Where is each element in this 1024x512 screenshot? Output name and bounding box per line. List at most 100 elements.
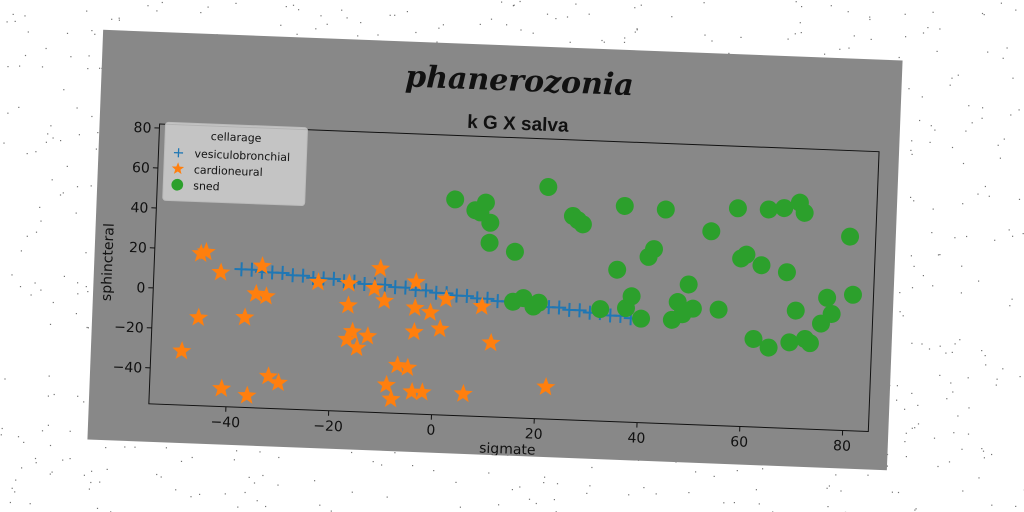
circle-point — [737, 245, 756, 264]
plus-point — [326, 271, 341, 286]
circle-point — [759, 200, 778, 219]
scatter-chart: phanerozonia k G X salva −40 −20 0 20 40 60 80… — [99, 59, 880, 459]
star-point — [268, 372, 288, 392]
star-point — [387, 355, 407, 374]
plus-point — [377, 277, 393, 292]
plus-point — [173, 148, 184, 158]
star-point — [235, 307, 255, 326]
star-point — [171, 162, 185, 175]
star-point — [172, 341, 192, 360]
legend: cellarage vesiculobronchialcardioneurals… — [162, 121, 308, 207]
x-tick-label: 60 — [730, 434, 748, 451]
star-point — [237, 385, 257, 404]
circle-point — [800, 334, 819, 353]
circle-point — [728, 199, 747, 218]
star-point — [189, 307, 209, 326]
circle-point — [777, 263, 796, 282]
star-point — [196, 241, 216, 261]
star-point — [430, 318, 450, 338]
circle-point — [645, 240, 664, 259]
star-point — [358, 326, 378, 345]
star-point — [398, 357, 418, 377]
star-point — [211, 262, 231, 281]
star-point — [342, 321, 362, 340]
y-tick-label: 80 — [133, 120, 151, 137]
plus-point — [295, 268, 311, 283]
legend-label: sned — [193, 179, 220, 193]
star-point — [338, 295, 358, 314]
circle-point — [539, 178, 558, 197]
circle-point — [759, 338, 778, 357]
plus-point — [418, 283, 434, 298]
circle-point — [615, 196, 634, 215]
star-point — [405, 297, 425, 317]
circle-point — [171, 178, 184, 191]
star-point — [246, 283, 266, 303]
circle-point — [622, 287, 641, 306]
y-axis: −40 −20 0 20 40 60 80 — [112, 120, 160, 377]
y-tick-label: −40 — [112, 359, 142, 376]
y-tick-label: 40 — [130, 200, 148, 217]
x-tick-label: −40 — [210, 414, 240, 431]
star-point — [453, 383, 473, 403]
x-tick-label: −20 — [313, 418, 343, 435]
star-point — [402, 381, 422, 401]
circle-point — [591, 300, 610, 319]
star-point — [381, 389, 401, 408]
circle-point — [476, 193, 495, 212]
circle-point — [632, 309, 651, 328]
circle-point — [841, 227, 860, 246]
circle-point — [709, 300, 728, 319]
circle-point — [744, 329, 763, 348]
legend-label: cardioneural — [194, 163, 263, 179]
y-axis-label: sphincteral — [99, 223, 118, 301]
x-tick-label: 0 — [426, 423, 436, 439]
circle-point — [505, 242, 524, 261]
star-point — [347, 337, 367, 357]
plus-point — [572, 303, 587, 318]
star-point — [371, 258, 391, 277]
y-tick-label: 0 — [136, 280, 146, 296]
star-point — [376, 374, 396, 394]
star-point — [258, 366, 278, 385]
star-point — [536, 377, 556, 396]
circle-point — [529, 293, 548, 312]
figure-card: phanerozonia k G X salva −40 −20 0 20 40 60 80… — [87, 29, 903, 471]
star-point — [404, 321, 424, 341]
x-axis: −40 −20 0 20 40 60 80 — [210, 406, 851, 455]
axes-frame — [148, 123, 880, 432]
legend-label: vesiculobronchial — [194, 147, 290, 164]
star-point — [436, 289, 456, 308]
circle-point — [679, 275, 698, 294]
data-marks — [172, 178, 862, 408]
y-tick-label: −20 — [114, 319, 144, 336]
star-point — [481, 332, 501, 352]
series-sned — [446, 178, 862, 357]
plus-point — [552, 300, 567, 315]
star-point — [191, 243, 211, 263]
star-point — [252, 256, 272, 275]
plus-point — [398, 280, 413, 295]
star-point — [308, 272, 328, 291]
circle-point — [702, 222, 721, 241]
y-tick-label: 60 — [132, 160, 150, 177]
circle-point — [481, 213, 500, 232]
circle-point — [818, 288, 837, 307]
x-tick-label: 20 — [524, 426, 542, 443]
circle-point — [822, 304, 841, 323]
chart-title: k G X salva — [467, 112, 570, 137]
circle-point — [608, 260, 627, 279]
x-tick-label: 40 — [627, 430, 645, 447]
circle-point — [752, 256, 771, 275]
circle-point — [656, 200, 675, 219]
series-cardioneural — [172, 241, 556, 408]
legend-box — [162, 121, 308, 207]
legend-title: cellarage — [211, 130, 262, 145]
circle-point — [446, 190, 465, 209]
circle-point — [775, 199, 794, 218]
circle-point — [480, 233, 499, 252]
star-point — [212, 378, 232, 397]
series-vesiculobronchial — [234, 262, 649, 326]
x-tick-label: 80 — [833, 438, 851, 455]
